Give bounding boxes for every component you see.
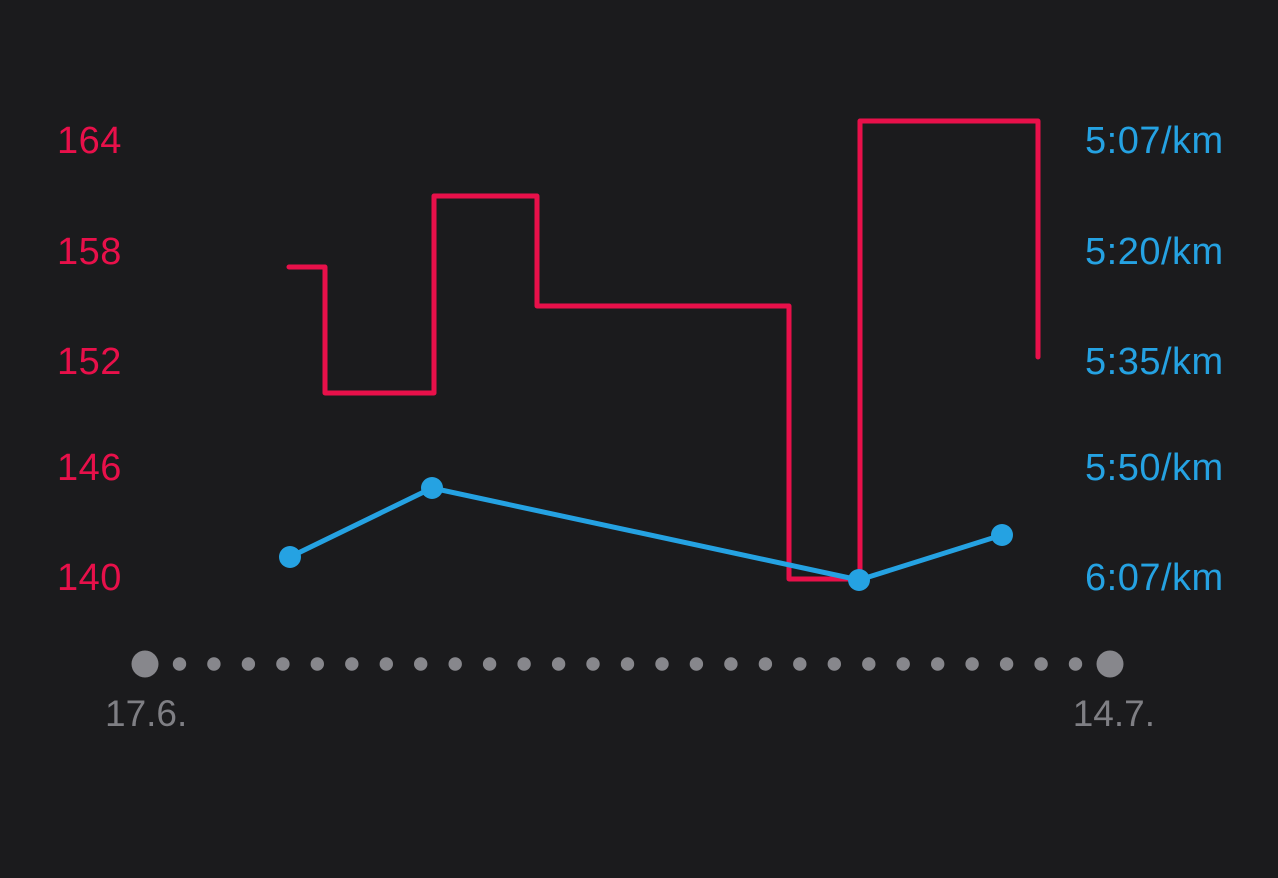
legend: Schläge pro Minute Pace (0, 800, 1278, 870)
x-axis-dot (827, 657, 841, 671)
right-axis-tick-label: 5:35/km (1085, 341, 1224, 383)
right-axis-tick-label: 5:20/km (1085, 231, 1224, 273)
x-axis-dot (896, 657, 910, 671)
x-axis-dot (655, 657, 669, 671)
x-axis-dot (965, 657, 979, 671)
x-axis-dot (379, 657, 393, 671)
x-axis-dot (517, 657, 531, 671)
right-axis-tick-label: 6:07/km (1085, 557, 1224, 599)
x-axis-dot (689, 657, 704, 671)
pace-point (279, 546, 301, 568)
pace-point (421, 477, 443, 499)
pace-point (848, 569, 870, 591)
x-axis-dot (551, 657, 566, 671)
x-axis-dot (931, 657, 945, 671)
pace-point (991, 524, 1013, 546)
x-axis-dot (793, 657, 807, 671)
left-axis-tick-label: 164 (57, 120, 122, 162)
x-axis-dot (241, 657, 256, 671)
x-axis-dot (1034, 657, 1048, 671)
x-axis-dot (586, 657, 600, 671)
left-axis-tick-label: 152 (57, 341, 122, 383)
x-axis-dot (620, 657, 635, 671)
x-axis-dot (207, 657, 221, 671)
x-axis-dot (862, 657, 876, 671)
x-axis-dot (724, 657, 738, 671)
right-axis-tick-label: 5:50/km (1085, 447, 1224, 489)
x-axis-end-label: 14.7. (1072, 693, 1155, 734)
pace-line (287, 485, 1005, 583)
x-axis-end-dot (131, 650, 159, 678)
x-axis-dot (172, 657, 187, 671)
x-axis-dot (1068, 657, 1083, 671)
x-axis-dot (758, 657, 773, 671)
x-axis-dot (414, 657, 428, 671)
x-axis-dot (345, 657, 359, 671)
left-axis-tick-label: 146 (57, 447, 122, 489)
x-axis-dot (310, 657, 324, 671)
heart-rate-line (286, 118, 1041, 582)
x-axis-dot (448, 657, 462, 671)
x-axis-dot (482, 657, 497, 671)
x-axis-dot (276, 657, 290, 671)
x-axis-start-label: 17.6. (105, 693, 188, 734)
left-axis-tick-label: 140 (57, 557, 122, 599)
right-axis-tick-label: 5:07/km (1085, 120, 1224, 162)
x-axis-end-dot (1096, 650, 1124, 678)
left-axis-tick-label: 158 (57, 231, 122, 273)
x-axis-dot (999, 657, 1014, 671)
